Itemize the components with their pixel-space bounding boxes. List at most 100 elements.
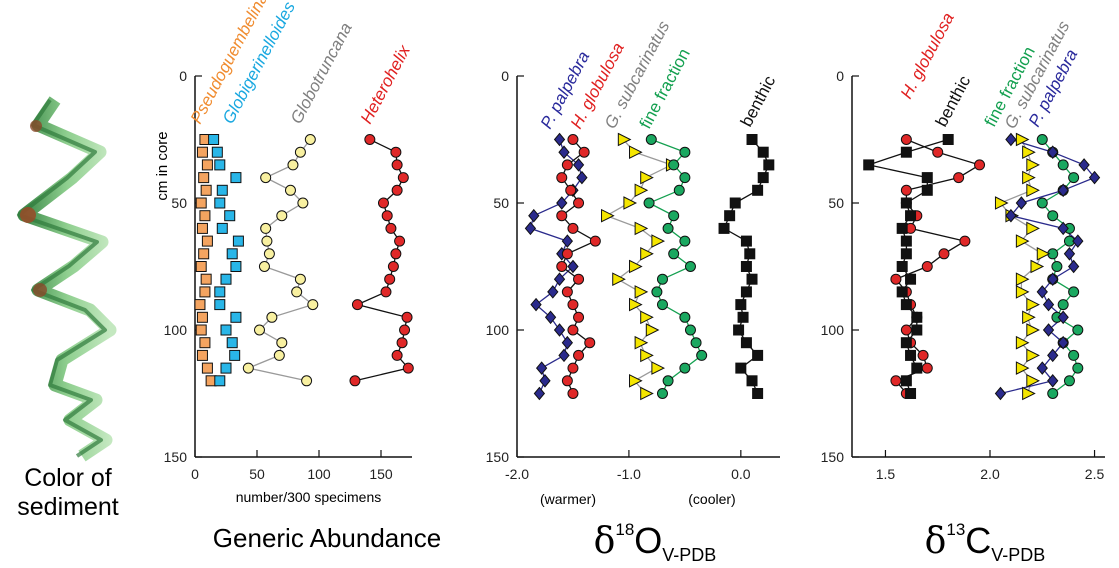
point — [921, 172, 933, 184]
sediment-column: Color of sediment — [17, 96, 119, 521]
point — [735, 362, 747, 374]
point — [567, 388, 579, 399]
y-tick-label: 150 — [821, 449, 845, 465]
point — [900, 337, 912, 349]
x-axis-label: number/300 specimens — [236, 489, 382, 505]
point — [752, 184, 764, 196]
y-tick-label: 50 — [493, 195, 509, 211]
point — [890, 273, 902, 285]
point — [900, 197, 912, 209]
point — [1036, 134, 1048, 145]
point — [399, 324, 411, 336]
x-tick-label: 0.0 — [731, 466, 751, 482]
point — [547, 285, 559, 299]
y-tick-label: 0 — [501, 68, 509, 84]
point — [1051, 261, 1063, 272]
point — [573, 273, 585, 285]
sediment-dark-patch — [20, 207, 36, 223]
point — [1047, 145, 1059, 159]
point — [601, 208, 615, 223]
point — [544, 310, 557, 325]
point — [291, 286, 303, 298]
point — [1015, 272, 1030, 287]
sediment-band-shade — [17, 98, 107, 458]
point — [629, 297, 643, 312]
series-label: Globotruncana — [287, 19, 356, 126]
point — [553, 132, 566, 147]
point — [380, 286, 392, 298]
point — [629, 373, 643, 388]
point — [617, 132, 632, 147]
point — [535, 361, 548, 375]
x-tick-label: 0 — [191, 466, 199, 482]
panel: 0 50 100 150-2.0 -1.0 0.0 (warmer) (cooler) δ18O… — [486, 17, 780, 565]
point — [668, 248, 680, 260]
point — [195, 261, 207, 272]
point — [656, 273, 668, 285]
point — [1036, 246, 1051, 261]
point — [391, 349, 403, 361]
point — [1068, 286, 1080, 298]
title-base: C — [965, 520, 991, 561]
point — [684, 324, 696, 336]
point — [556, 210, 568, 222]
point — [199, 286, 211, 298]
point — [276, 337, 288, 349]
point — [214, 299, 226, 311]
point — [684, 261, 696, 272]
point — [911, 362, 923, 374]
point — [294, 273, 306, 285]
point — [1026, 221, 1040, 236]
point — [974, 159, 986, 171]
point — [1026, 348, 1040, 363]
series-label: Heterohelix — [357, 42, 414, 127]
point — [651, 361, 666, 375]
point — [199, 210, 211, 222]
point — [1078, 158, 1090, 172]
point — [584, 337, 596, 349]
point — [260, 172, 272, 184]
point — [1005, 208, 1017, 223]
point — [553, 323, 566, 337]
x-tick-label: -1.0 — [617, 466, 641, 482]
point — [668, 159, 680, 171]
annotation: (warmer) — [540, 491, 596, 507]
point — [921, 184, 933, 196]
point — [1015, 285, 1030, 299]
point — [387, 261, 399, 272]
point — [1030, 259, 1045, 274]
point — [1072, 324, 1084, 336]
point — [668, 210, 680, 222]
point — [752, 349, 764, 361]
point — [905, 388, 917, 399]
point — [198, 172, 210, 184]
point — [1036, 197, 1048, 209]
point — [900, 146, 912, 158]
point — [679, 235, 691, 247]
point — [391, 159, 403, 171]
point — [696, 349, 708, 361]
point — [679, 311, 691, 323]
point — [757, 146, 769, 158]
point — [377, 197, 389, 209]
point — [394, 235, 406, 247]
point — [214, 197, 226, 209]
point — [572, 158, 585, 172]
point — [673, 184, 685, 196]
point — [567, 362, 579, 374]
point — [938, 248, 950, 260]
point — [905, 273, 917, 285]
point — [195, 324, 207, 336]
point — [230, 261, 242, 272]
point — [304, 134, 316, 145]
point — [194, 299, 206, 311]
point — [284, 184, 296, 196]
point — [567, 259, 579, 274]
point — [634, 183, 649, 198]
point — [220, 324, 232, 336]
point — [1057, 310, 1069, 325]
point — [567, 299, 579, 311]
series-label: benthic — [737, 72, 780, 130]
